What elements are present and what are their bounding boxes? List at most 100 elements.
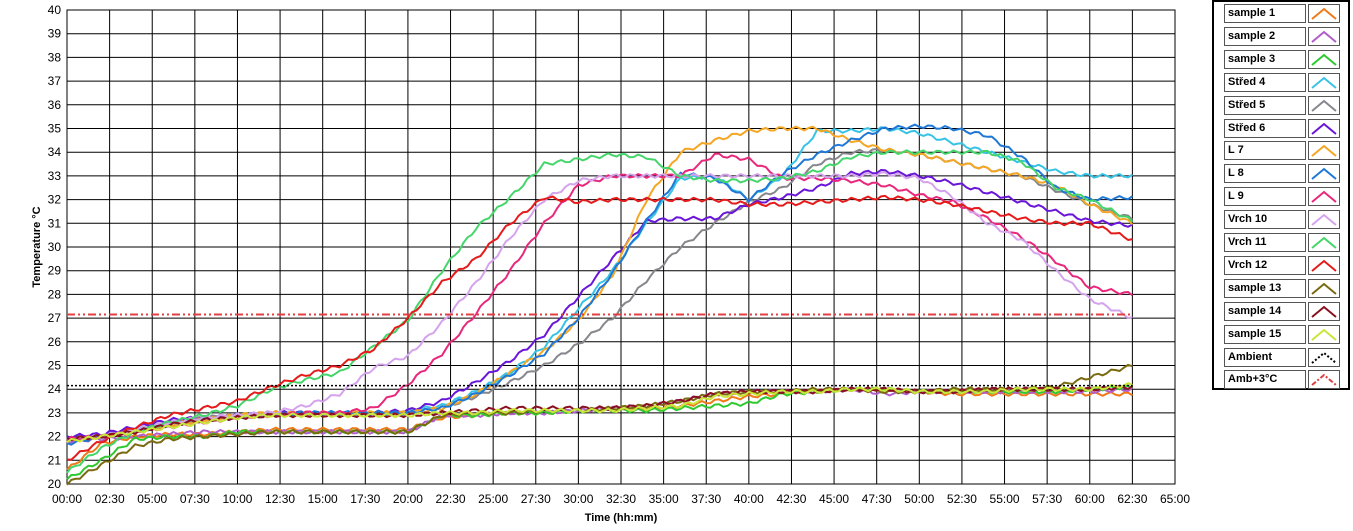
x-tick-label: 30:00	[563, 492, 593, 506]
y-tick-label: 29	[48, 264, 62, 278]
series-lines	[66, 123, 1134, 486]
series-line	[66, 384, 1133, 442]
y-tick-label: 35	[48, 122, 62, 136]
x-tick-label: 42:30	[776, 492, 806, 506]
series-line	[66, 382, 1133, 444]
x-tick-label: 60:00	[1075, 492, 1105, 506]
y-tick-label: 27	[48, 311, 62, 325]
legend-swatch	[1308, 49, 1340, 69]
legend-label: L 8	[1224, 164, 1306, 184]
y-tick-label: 21	[48, 453, 62, 467]
y-tick-label: 23	[48, 406, 62, 420]
legend-label: Amb+3°C	[1224, 370, 1306, 390]
x-tick-label: 35:00	[649, 492, 679, 506]
legend-item: Amb+3°C	[1224, 370, 1340, 391]
x-tick-label: 50:00	[904, 492, 934, 506]
legend-item: sample 14	[1224, 301, 1340, 323]
legend-item: sample 2	[1224, 26, 1340, 48]
legend-swatch	[1308, 187, 1340, 207]
legend-swatch	[1308, 210, 1340, 230]
legend-label: sample 14	[1224, 301, 1306, 321]
y-tick-label: 30	[48, 240, 62, 254]
legend-item: sample 13	[1224, 278, 1340, 300]
legend-label: Vrch 10	[1224, 210, 1306, 230]
x-tick-label: 62:30	[1117, 492, 1147, 506]
legend-swatch	[1308, 26, 1340, 46]
y-tick-label: 32	[48, 193, 62, 207]
x-tick-label: 20:00	[393, 492, 423, 506]
y-tick-labels: 20 21 22 23 24 25 26 27 28 29 30 31 32 33 34 35 36 37 38 39…	[48, 3, 62, 491]
x-tick-label: 40:00	[734, 492, 764, 506]
legend-item: Ambient	[1224, 347, 1340, 369]
legend-swatch	[1308, 4, 1340, 23]
legend-swatch	[1308, 72, 1340, 92]
x-tick-label: 17:30	[350, 492, 380, 506]
y-tick-label: 37	[48, 74, 62, 88]
legend-label: L 7	[1224, 141, 1306, 161]
x-axis-title: Time (hh:mm)	[585, 512, 658, 524]
x-tick-label: 05:00	[137, 492, 167, 506]
x-tick-label: 47:30	[862, 492, 892, 506]
legend-item: Vrch 11	[1224, 233, 1340, 254]
legend-label: sample 1	[1224, 4, 1306, 23]
legend-swatch	[1308, 118, 1340, 138]
legend-swatch	[1308, 347, 1340, 367]
grid-lines	[66, 9, 1176, 485]
x-tick-label: 37:30	[691, 492, 721, 506]
x-tick-label: 55:00	[990, 492, 1020, 506]
legend-label: sample 2	[1224, 26, 1306, 46]
legend-label: Vrch 11	[1224, 233, 1306, 252]
series-line	[66, 194, 1133, 461]
y-tick-label: 26	[48, 335, 62, 349]
series-line	[66, 363, 1133, 486]
legend-item: sample 3	[1224, 49, 1340, 71]
x-tick-label: 27:30	[521, 492, 551, 506]
legend-item: L 9	[1224, 187, 1340, 208]
x-tick-label: 02:30	[95, 492, 125, 506]
x-tick-label: 00:00	[52, 492, 82, 506]
y-tick-label: 38	[48, 50, 62, 64]
legend-swatch	[1308, 233, 1340, 252]
y-tick-label: 34	[48, 145, 62, 159]
legend-label: Střed 6	[1224, 118, 1306, 138]
legend-label: Střed 4	[1224, 72, 1306, 92]
x-tick-label: 25:00	[478, 492, 508, 506]
legend-item: sample 15	[1224, 324, 1340, 346]
legend-swatch	[1308, 141, 1340, 161]
x-tick-label: 12:30	[265, 492, 295, 506]
x-tick-label: 45:00	[819, 492, 849, 506]
legend-label: Ambient	[1224, 347, 1306, 367]
legend-item: Vrch 12	[1224, 255, 1340, 277]
legend-swatch	[1308, 301, 1340, 321]
legend-swatch	[1308, 278, 1340, 298]
y-axis-title: Temperature °C	[31, 206, 43, 287]
y-tick-label: 40	[48, 3, 62, 17]
legend-label: sample 15	[1224, 324, 1306, 344]
y-tick-label: 20	[48, 477, 62, 491]
legend-item: Střed 4	[1224, 72, 1340, 94]
x-tick-labels: 00:00 02:30 05:00 07:30 10:00 12:30 15:00 17:30…	[52, 492, 1190, 506]
x-tick-label: 10:00	[222, 492, 252, 506]
legend-swatch	[1308, 324, 1340, 344]
temperature-chart: 00:00 02:30 05:00 07:30 10:00 12:30 15:00 17:30…	[31, 3, 1190, 524]
x-tick-label: 07:30	[180, 492, 210, 506]
legend-item: L 7	[1224, 141, 1340, 162]
legend-label: Střed 5	[1224, 95, 1306, 115]
x-tick-label: 65:00	[1160, 492, 1190, 506]
legend-swatch	[1308, 95, 1340, 115]
legend-item: sample 1	[1224, 4, 1340, 25]
legend-label: Vrch 12	[1224, 255, 1306, 275]
x-tick-label: 52:30	[947, 492, 977, 506]
y-tick-label: 28	[48, 287, 62, 301]
x-tick-label: 15:00	[308, 492, 338, 506]
y-tick-label: 33	[48, 169, 62, 183]
legend-item: Střed 5	[1224, 95, 1340, 117]
legend-item: Vrch 10	[1224, 210, 1340, 231]
x-tick-label: 32:30	[606, 492, 636, 506]
y-tick-label: 25	[48, 359, 62, 373]
y-tick-label: 24	[48, 382, 62, 396]
series-line	[66, 125, 1134, 443]
legend-item: Střed 6	[1224, 118, 1340, 140]
legend-label: sample 13	[1224, 278, 1306, 298]
legend-swatch	[1308, 255, 1340, 275]
